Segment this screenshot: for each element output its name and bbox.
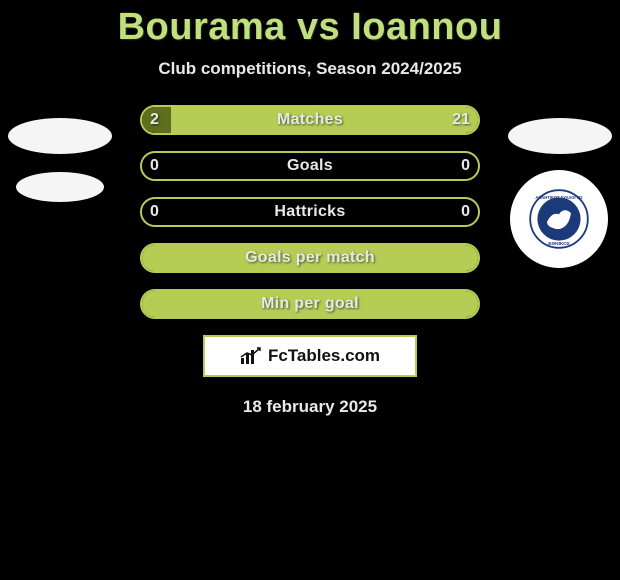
left-badge-1 — [8, 118, 112, 154]
bar-value-left: 0 — [150, 197, 159, 227]
stat-row-min-per-goal: Min per goal — [140, 289, 480, 319]
page-title: Bourama vs Ioannou — [0, 0, 620, 49]
svg-text:ΕΘΝΙΚΟΣ: ΕΘΝΙΚΟΣ — [548, 241, 570, 247]
left-badge-2 — [16, 172, 104, 202]
bar-label: Goals — [140, 151, 480, 181]
right-badge-column — [508, 118, 612, 172]
stat-row-matches: Matches2 21 — [140, 105, 480, 135]
brand-box[interactable]: FcTables.com — [203, 335, 417, 377]
club-crest: ΑΘΛΗΤΙΚΟΣ ΣΥΛΛΟΓΟΣ ΕΘΝΙΚΟΣ — [510, 170, 608, 268]
bar-value-right: 21 — [452, 105, 470, 135]
svg-text:ΑΘΛΗΤΙΚΟΣ ΣΥΛΛΟΓΟΣ: ΑΘΛΗΤΙΚΟΣ ΣΥΛΛΟΓΟΣ — [535, 195, 583, 200]
subtitle: Club competitions, Season 2024/2025 — [0, 59, 620, 79]
bar-value-right: 0 — [461, 151, 470, 181]
bar-label: Hattricks — [140, 197, 480, 227]
brand-text: FcTables.com — [268, 346, 380, 366]
bar-label: Min per goal — [140, 289, 480, 319]
bar-value-left: 2 — [150, 105, 159, 135]
date-text: 18 february 2025 — [0, 397, 620, 417]
bar-label: Goals per match — [140, 243, 480, 273]
chart-icon — [240, 347, 262, 365]
stats-bars: Matches221Goals00Hattricks00Goals per ma… — [140, 105, 480, 319]
stat-row-goals: Goals0 0 — [140, 151, 480, 181]
bar-label: Matches — [140, 105, 480, 135]
right-badge-1 — [508, 118, 612, 154]
bar-value-left: 0 — [150, 151, 159, 181]
stat-row-hattricks: Hattricks0 0 — [140, 197, 480, 227]
stat-row-goals-per-match: Goals per match — [140, 243, 480, 273]
left-badge-column — [8, 118, 112, 220]
bar-value-right: 0 — [461, 197, 470, 227]
club-crest-icon: ΑΘΛΗΤΙΚΟΣ ΣΥΛΛΟΓΟΣ ΕΘΝΙΚΟΣ — [529, 189, 589, 249]
